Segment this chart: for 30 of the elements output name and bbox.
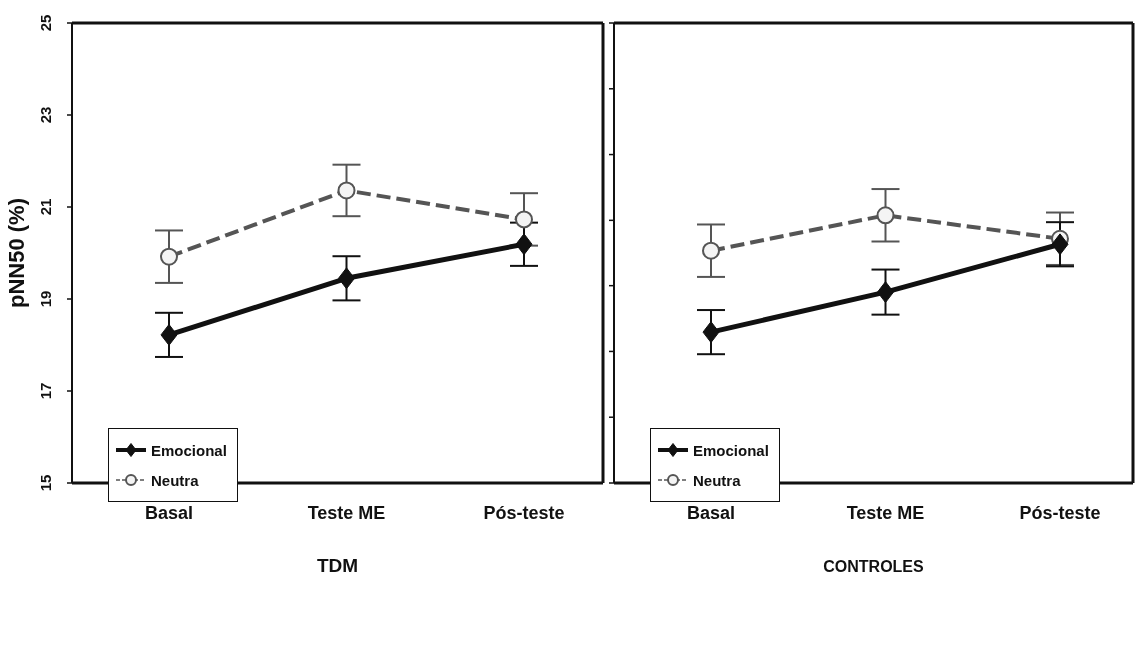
point	[160, 247, 178, 266]
y-tick-label: 25	[37, 14, 54, 32]
y-tick-label: 21	[37, 198, 54, 216]
point	[876, 206, 895, 225]
point	[515, 210, 533, 229]
y-tick-label: 23	[37, 106, 54, 124]
legend-label: Emocional	[151, 441, 227, 459]
point	[877, 281, 894, 303]
legend-label: Emocional	[693, 441, 769, 459]
x-tick-label: Pós-teste	[1019, 503, 1101, 523]
x-tick-label: Teste ME	[846, 503, 925, 523]
legend-label: Neutra	[151, 471, 199, 489]
x-tick-label: Pós-teste	[483, 503, 565, 523]
point	[160, 323, 178, 346]
point	[702, 241, 720, 260]
x-tick-label: Basal	[686, 503, 736, 523]
point	[1051, 233, 1069, 256]
y-tick-label: 17	[37, 382, 54, 400]
legend-label: Neutra	[693, 471, 741, 489]
point	[515, 233, 533, 256]
x-tick-label: Teste ME	[307, 503, 386, 523]
point	[338, 267, 355, 290]
y-tick-label: 15	[37, 474, 54, 492]
point	[702, 321, 720, 344]
x-axis-title: CONTROLES	[823, 558, 925, 575]
y-axis-title: pNN50 (%)	[3, 197, 29, 309]
x-axis-title: TDM	[316, 555, 359, 576]
point	[337, 181, 356, 200]
y-tick-label: 19	[37, 290, 54, 308]
x-tick-label: Basal	[144, 503, 194, 523]
